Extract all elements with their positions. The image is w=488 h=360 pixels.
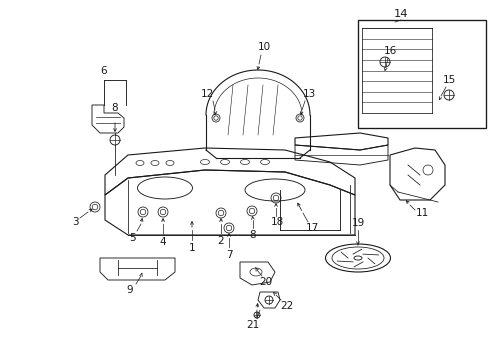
Text: 15: 15 bbox=[442, 75, 455, 85]
Bar bbox=[357, 20, 485, 128]
Text: 11: 11 bbox=[414, 208, 428, 218]
Text: 22: 22 bbox=[280, 301, 293, 311]
Text: 14: 14 bbox=[393, 9, 407, 19]
Text: 4: 4 bbox=[160, 237, 166, 247]
Text: 9: 9 bbox=[126, 285, 133, 295]
Text: 8: 8 bbox=[249, 230, 256, 240]
Text: 18: 18 bbox=[270, 217, 283, 227]
Text: 20: 20 bbox=[259, 277, 272, 287]
Text: 8: 8 bbox=[111, 103, 118, 113]
Text: 6: 6 bbox=[101, 66, 107, 76]
Text: 16: 16 bbox=[383, 46, 396, 56]
Text: 13: 13 bbox=[302, 89, 315, 99]
Text: 3: 3 bbox=[72, 217, 78, 227]
Text: 17: 17 bbox=[305, 223, 318, 233]
Text: 12: 12 bbox=[200, 89, 213, 99]
Text: 19: 19 bbox=[351, 218, 364, 228]
Text: 21: 21 bbox=[246, 320, 259, 330]
Text: 10: 10 bbox=[257, 42, 270, 52]
Text: 1: 1 bbox=[188, 243, 195, 253]
Text: 5: 5 bbox=[128, 233, 135, 243]
Text: 2: 2 bbox=[217, 236, 224, 246]
Text: 7: 7 bbox=[225, 250, 232, 260]
